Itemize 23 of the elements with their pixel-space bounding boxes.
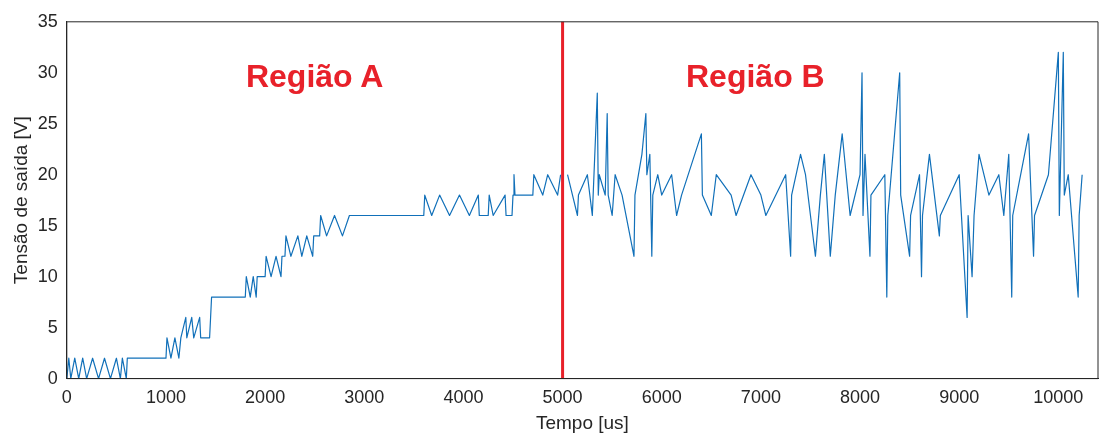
y-tick-label: 5 xyxy=(47,316,58,337)
x-tick-label: 8000 xyxy=(840,387,881,408)
annotation: Região A xyxy=(245,57,384,94)
x-tick-label: 6000 xyxy=(641,387,682,408)
x-tick-label: 4000 xyxy=(443,387,484,408)
x-tick-label: 5000 xyxy=(542,387,583,408)
x-tick-label: 2000 xyxy=(245,387,286,408)
y-tick-label: 0 xyxy=(47,367,58,388)
y-tick-label: 20 xyxy=(37,163,58,184)
y-tick-label: 10 xyxy=(37,265,58,286)
x-tick-label: 0 xyxy=(61,387,72,408)
x-tick-label: 1000 xyxy=(145,387,186,408)
x-tick-label: 9000 xyxy=(939,387,980,408)
y-tick-label: 30 xyxy=(37,61,58,82)
x-tick-label: 3000 xyxy=(344,387,385,408)
x-tick-label: 7000 xyxy=(740,387,781,408)
y-tick-label: 25 xyxy=(37,112,58,133)
y-tick-label: 15 xyxy=(37,214,58,235)
x-axis-title: Tempo [us] xyxy=(535,411,629,433)
annotation: Região B xyxy=(685,57,825,94)
y-axis-title: Tensão de saída [V] xyxy=(9,116,31,285)
y-tick-label: 35 xyxy=(37,10,58,31)
x-tick-label: 10000 xyxy=(1033,387,1084,408)
